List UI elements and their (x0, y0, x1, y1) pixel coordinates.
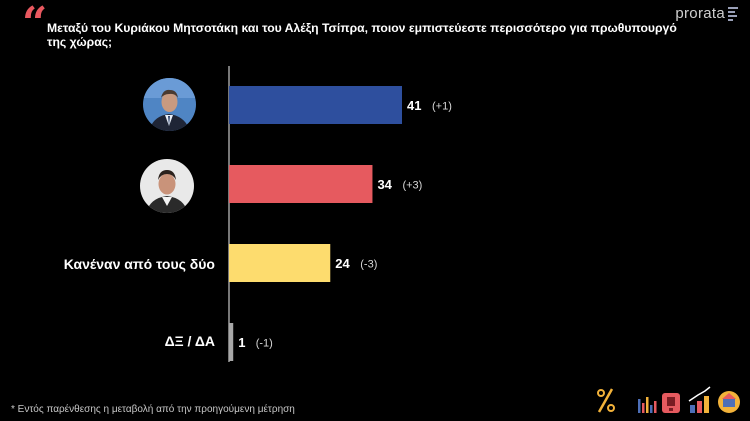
bar (229, 86, 402, 124)
bar-value-label: 1 (238, 335, 245, 350)
bar-chart-icon (638, 397, 657, 413)
bar-value-label: 34 (377, 177, 392, 192)
bar-value-label: 41 (407, 98, 421, 113)
bar (229, 244, 331, 282)
change-label: (+3) (402, 180, 422, 192)
avatar-mitsotakis (143, 78, 196, 131)
footnote: * Εντός παρένθεσης η μεταβολή από την πρ… (11, 404, 295, 415)
quote-mark-icon: “ (22, 0, 48, 49)
bar (229, 323, 234, 361)
bar-value-label: 24 (335, 256, 350, 271)
map-icon (718, 391, 740, 413)
avatar-tsipras (140, 159, 194, 213)
brand-logo: prorata (675, 5, 738, 22)
category-label-dk-na: ΔΞ / ΔΑ (164, 333, 215, 349)
percent-icon (597, 388, 615, 413)
change-label: (+1) (432, 101, 452, 113)
bar (229, 165, 373, 203)
footer-icons (597, 386, 740, 413)
category-label-none: Κανέναν από τους δύο (63, 256, 215, 272)
brand-mark-icon (728, 6, 738, 21)
trophy-icon (662, 393, 680, 413)
brand-name: prorata (675, 5, 725, 22)
survey-question: Μεταξύ του Κυριάκου Μητσοτάκη και του Αλ… (47, 21, 677, 49)
change-label: (-3) (360, 259, 377, 271)
change-label: (-1) (256, 338, 273, 350)
trend-chart-icon (688, 386, 711, 413)
